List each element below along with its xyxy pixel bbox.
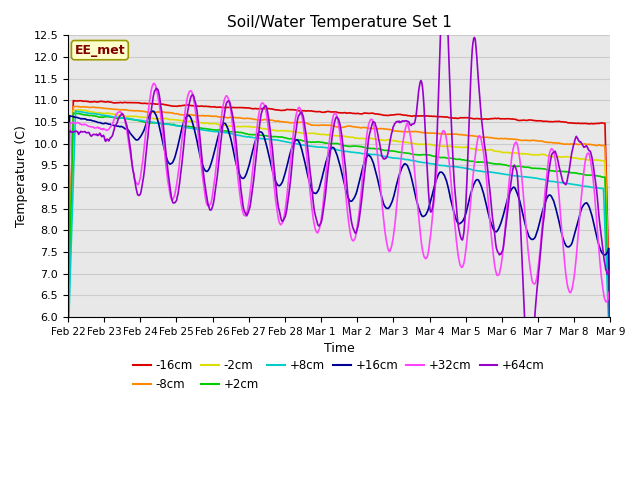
-16cm <box>214 104 222 110</box>
+64cm <box>185 103 193 109</box>
+64cm <box>74 129 82 135</box>
+16cm <box>406 168 413 174</box>
-2cm <box>406 140 413 146</box>
Legend: -16cm, -8cm, -2cm, +2cm, +8cm, +16cm, +32cm, +64cm: -16cm, -8cm, -2cm, +2cm, +8cm, +16cm, +3… <box>129 354 550 396</box>
+64cm <box>130 170 138 176</box>
-16cm <box>422 113 429 119</box>
Line: +8cm: +8cm <box>68 111 611 363</box>
+16cm <box>607 375 614 381</box>
+2cm <box>131 117 138 123</box>
+8cm <box>64 341 72 347</box>
-2cm <box>131 113 138 119</box>
-2cm <box>74 107 82 113</box>
-2cm <box>75 107 83 113</box>
+8cm <box>422 160 429 166</box>
Line: +64cm: +64cm <box>68 0 611 372</box>
X-axis label: Time: Time <box>324 342 355 355</box>
-8cm <box>64 323 72 329</box>
+64cm <box>421 118 429 123</box>
Line: -8cm: -8cm <box>68 107 611 348</box>
+32cm <box>406 129 413 134</box>
+2cm <box>70 110 77 116</box>
+2cm <box>64 326 72 332</box>
+32cm <box>130 171 138 177</box>
-8cm <box>75 104 83 109</box>
+2cm <box>406 151 413 156</box>
+2cm <box>607 361 614 367</box>
-16cm <box>186 102 193 108</box>
Line: +16cm: +16cm <box>68 111 611 378</box>
+8cm <box>607 360 614 366</box>
Line: -2cm: -2cm <box>68 110 611 356</box>
+32cm <box>607 358 614 364</box>
+32cm <box>74 120 82 126</box>
-16cm <box>64 320 72 325</box>
+64cm <box>214 173 221 179</box>
Y-axis label: Temperature (C): Temperature (C) <box>15 125 28 227</box>
+16cm <box>64 297 72 303</box>
+16cm <box>74 115 82 120</box>
-2cm <box>607 353 614 359</box>
+64cm <box>405 119 413 125</box>
-16cm <box>607 332 614 337</box>
+8cm <box>214 129 222 135</box>
+2cm <box>214 127 222 133</box>
+64cm <box>64 278 72 284</box>
-16cm <box>70 97 77 103</box>
+32cm <box>150 81 158 86</box>
-8cm <box>214 114 222 120</box>
+8cm <box>131 117 138 122</box>
+16cm <box>186 113 193 119</box>
+2cm <box>75 110 83 116</box>
+32cm <box>64 346 72 352</box>
+8cm <box>72 108 79 114</box>
+32cm <box>186 89 193 95</box>
-16cm <box>131 100 138 106</box>
+32cm <box>422 256 429 262</box>
Line: +32cm: +32cm <box>68 84 611 361</box>
+8cm <box>75 109 83 115</box>
-8cm <box>422 130 429 136</box>
-8cm <box>72 104 80 109</box>
+8cm <box>406 157 413 163</box>
+2cm <box>422 152 429 157</box>
+16cm <box>214 134 222 140</box>
Text: EE_met: EE_met <box>74 44 125 57</box>
+32cm <box>214 143 222 149</box>
-8cm <box>406 129 413 134</box>
-16cm <box>406 113 413 119</box>
Title: Soil/Water Temperature Set 1: Soil/Water Temperature Set 1 <box>227 15 452 30</box>
-8cm <box>186 112 193 118</box>
+64cm <box>607 369 614 375</box>
-2cm <box>422 141 429 147</box>
+16cm <box>149 108 157 114</box>
+2cm <box>186 124 193 130</box>
+16cm <box>422 212 429 218</box>
-2cm <box>186 119 193 124</box>
-16cm <box>75 98 83 104</box>
+8cm <box>186 125 193 131</box>
-2cm <box>214 121 222 127</box>
+16cm <box>130 134 138 140</box>
Line: -16cm: -16cm <box>68 100 611 335</box>
-2cm <box>64 325 72 331</box>
-8cm <box>131 108 138 114</box>
Line: +2cm: +2cm <box>68 113 611 364</box>
-8cm <box>607 345 614 350</box>
